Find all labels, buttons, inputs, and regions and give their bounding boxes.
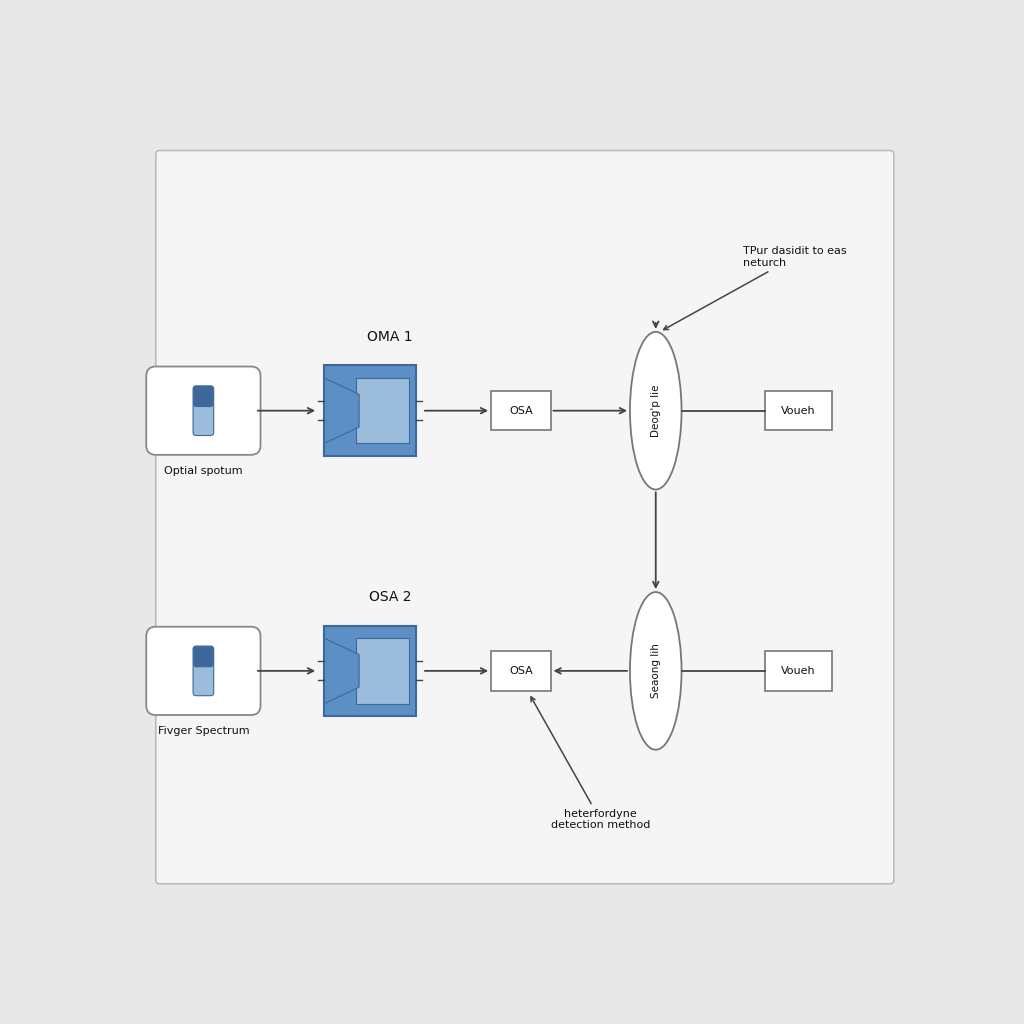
FancyBboxPatch shape <box>492 391 551 430</box>
Text: heterfordyne
detection method: heterfordyne detection method <box>531 697 650 830</box>
Text: Seaong lih: Seaong lih <box>650 643 660 698</box>
Text: OSA 2: OSA 2 <box>369 590 412 604</box>
Text: Voueh: Voueh <box>781 666 816 676</box>
Text: Fivger Spectrum: Fivger Spectrum <box>158 726 249 736</box>
FancyBboxPatch shape <box>325 626 416 716</box>
Text: OSA: OSA <box>509 406 532 416</box>
Text: TPur dasidit to eas
neturch: TPur dasidit to eas neturch <box>664 246 847 330</box>
FancyBboxPatch shape <box>356 378 410 443</box>
FancyBboxPatch shape <box>194 387 213 407</box>
FancyBboxPatch shape <box>765 651 833 690</box>
Ellipse shape <box>630 592 682 750</box>
FancyBboxPatch shape <box>156 151 894 884</box>
FancyBboxPatch shape <box>325 366 416 456</box>
FancyBboxPatch shape <box>194 647 213 667</box>
Text: Deog'p lie: Deog'p lie <box>650 384 660 437</box>
FancyBboxPatch shape <box>492 651 551 690</box>
FancyBboxPatch shape <box>356 638 410 703</box>
Ellipse shape <box>630 332 682 489</box>
Polygon shape <box>325 378 359 443</box>
FancyBboxPatch shape <box>765 391 833 430</box>
FancyBboxPatch shape <box>146 367 260 455</box>
Text: Optial spotum: Optial spotum <box>164 466 243 476</box>
FancyBboxPatch shape <box>194 646 214 695</box>
FancyBboxPatch shape <box>194 386 214 435</box>
Text: Voueh: Voueh <box>781 406 816 416</box>
Polygon shape <box>325 638 359 703</box>
FancyBboxPatch shape <box>146 627 260 715</box>
Text: OSA: OSA <box>509 666 532 676</box>
Text: OMA 1: OMA 1 <box>367 330 413 344</box>
